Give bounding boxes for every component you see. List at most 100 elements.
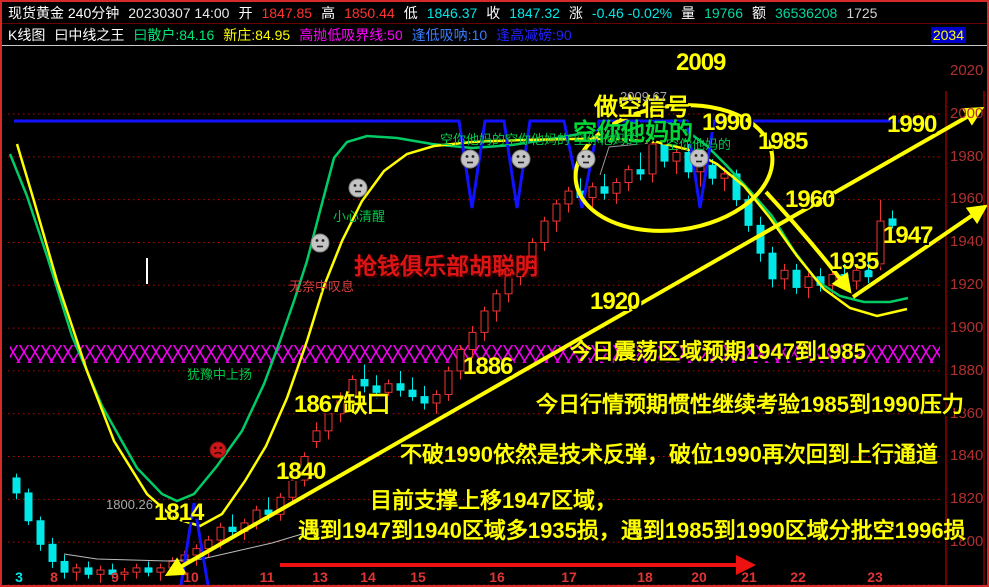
info-segment: 低 xyxy=(403,4,418,21)
candle-body xyxy=(612,182,621,194)
candle-body xyxy=(132,567,141,573)
date-axis-label: 21 xyxy=(741,569,757,585)
candle-body xyxy=(552,203,561,222)
sad-eye xyxy=(213,446,217,450)
date-axis-label: 22 xyxy=(790,569,806,585)
smiley-eye xyxy=(522,155,526,158)
smiley-eye xyxy=(700,154,704,157)
candle-body xyxy=(588,186,597,198)
candle-body xyxy=(648,143,657,175)
date-axis-label: 17 xyxy=(561,569,577,585)
info-segment: -0.46 -0.02% xyxy=(591,4,673,21)
candle-body xyxy=(336,396,345,415)
candle-body xyxy=(492,293,501,312)
candle-body xyxy=(444,370,453,395)
ma-line-yellow xyxy=(15,137,908,528)
smiley-icon xyxy=(348,178,368,198)
candle-body xyxy=(228,526,237,532)
info-segment: 20230307 14:00 xyxy=(128,4,230,21)
info-segment: 开 xyxy=(238,4,253,21)
price-axis-label: 1820 xyxy=(950,490,984,508)
info-segment: 逢高减磅:90 xyxy=(496,26,572,43)
smiley-icon xyxy=(576,149,596,169)
price-axis-label: 2020 xyxy=(950,62,984,79)
info-segment: 36536208 xyxy=(775,4,838,21)
smiley-eye xyxy=(359,184,363,187)
candle-body xyxy=(108,569,117,575)
faint-line xyxy=(63,525,323,562)
date-axis-label: 23 xyxy=(867,569,883,585)
trendline-drop xyxy=(764,190,852,294)
indicator-info-bar: 2034 K线图 曰中线之王 曰散户:84.16 新庄:84.95 高抛低吸界线:50 逢… xyxy=(2,24,987,46)
candle-body xyxy=(432,393,441,404)
candle-body xyxy=(360,378,369,387)
price-axis-label: 1960 xyxy=(950,190,984,208)
trendline-main xyxy=(164,107,985,576)
date-axis-label: 15 xyxy=(410,569,426,585)
candle-body xyxy=(348,378,357,398)
chart-area[interactable] xyxy=(2,46,987,585)
candle-body xyxy=(516,259,525,278)
smiley-icon xyxy=(511,149,531,169)
date-axis-label: 13 xyxy=(312,569,328,585)
date-axis-label: 3 xyxy=(15,569,23,585)
date-axis-label: 8 xyxy=(50,569,58,585)
quote-info-bar: 现货黄金 240分钟 20230307 14:00 开 1847.85 高 1850.44… xyxy=(2,2,987,24)
smiley-eye xyxy=(315,239,319,242)
candle-body xyxy=(660,143,669,162)
date-axis-label: 14 xyxy=(360,569,376,585)
price-axis-label: 1840 xyxy=(950,447,984,465)
candle-body xyxy=(540,220,549,243)
candlestick-plot xyxy=(8,91,987,585)
candle-body xyxy=(96,569,105,575)
smiley-icon xyxy=(689,148,709,168)
info-segment: 曰散户:84.16 xyxy=(133,26,215,43)
candle-body xyxy=(48,543,57,562)
smiley-eye xyxy=(471,155,475,158)
candle-body xyxy=(300,456,309,481)
candle-body xyxy=(60,560,69,573)
smiley-eye xyxy=(581,155,585,158)
candle-body xyxy=(480,310,489,333)
candle-body xyxy=(504,276,513,295)
candle-body xyxy=(216,526,225,541)
candle-body xyxy=(288,479,297,498)
smiley-icon xyxy=(310,233,330,253)
candle-body xyxy=(708,164,717,179)
candle-body xyxy=(636,169,645,175)
date-axis-label: 20 xyxy=(691,569,707,585)
info-segment: 新庄:84.95 xyxy=(223,26,291,43)
candle-body xyxy=(420,396,429,404)
candle-body xyxy=(72,567,81,573)
candle-body xyxy=(528,241,537,261)
info-segment: 曰中线之王 xyxy=(54,26,125,43)
price-axis-label: 1980 xyxy=(950,147,984,165)
trendline-rebound xyxy=(851,204,987,299)
candle-body xyxy=(408,389,417,398)
candle-body xyxy=(564,190,573,205)
candle-body xyxy=(84,567,93,575)
candle-body xyxy=(144,567,153,573)
info-segment: 1846.37 xyxy=(426,4,478,21)
candle-body xyxy=(852,269,861,282)
candle-body xyxy=(876,220,885,265)
price-axis-label: 1920 xyxy=(950,276,984,294)
smiley-eye xyxy=(353,184,357,187)
info-segment: 额 xyxy=(752,4,767,21)
candle-body xyxy=(468,331,477,351)
candle-body xyxy=(756,224,765,254)
smiley-eye xyxy=(465,155,469,158)
candle-body xyxy=(864,269,873,278)
info-segment: 1725 xyxy=(846,4,878,21)
candle-body xyxy=(384,383,393,393)
price-axis-label: 1900 xyxy=(950,318,984,336)
ma-line-green xyxy=(8,119,909,503)
price-axis-label: 1940 xyxy=(950,233,984,251)
smiley-eye xyxy=(587,155,591,158)
info-segment: 高 xyxy=(321,4,336,21)
candle-body xyxy=(396,383,405,391)
candle-body xyxy=(828,274,837,286)
smiley-eye xyxy=(694,154,698,157)
candle-body xyxy=(600,186,609,194)
date-axis-label: 11 xyxy=(259,569,275,585)
